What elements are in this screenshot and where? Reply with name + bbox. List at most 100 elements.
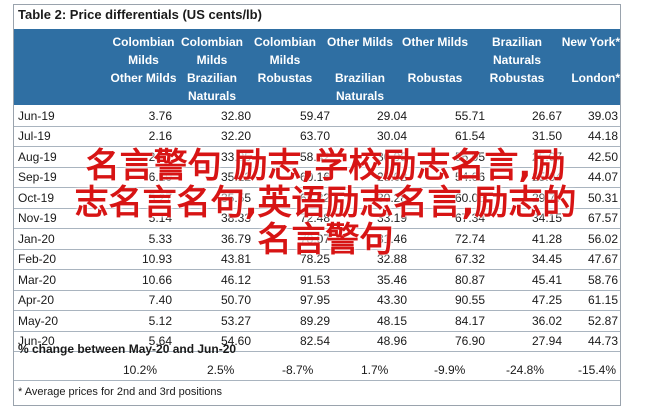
table-cell: 47.25 — [485, 290, 562, 311]
table-cell: 44.73 — [562, 331, 618, 352]
table-cell: 50.70 — [172, 290, 251, 311]
table-cell: 43.81 — [172, 249, 251, 270]
row-padding — [618, 228, 620, 250]
table-cell: 59.47 — [251, 106, 330, 127]
table-cell: 58.76 — [562, 269, 618, 291]
table-cell: 63.70 — [251, 126, 330, 147]
row-padding — [618, 310, 620, 332]
watermark-line: 名言警句 — [257, 220, 394, 260]
column-header-line: Other Milds — [401, 35, 468, 49]
column-header-line: Colombian — [254, 35, 316, 49]
percent-change-value: 1.7% — [361, 363, 389, 377]
table-cell: 10.93 — [88, 249, 172, 270]
column-header-line: Milds — [269, 53, 301, 67]
table-cell: 45.41 — [485, 269, 562, 291]
row-label: Nov-19 — [14, 208, 88, 229]
table-cell: 38.33 — [172, 208, 251, 229]
table-cell: 44.07 — [562, 167, 618, 188]
column-header: Other Milds Brazilian Naturals — [320, 33, 400, 105]
table-cell: 78.07 — [251, 228, 330, 250]
table-cell: 34.45 — [485, 249, 562, 270]
table-cell: 50.31 — [562, 187, 618, 209]
table-cell: 58.42 — [251, 146, 330, 168]
table-row: Aug-19 2.37 33.35 58.42 30.98 56.05 25.07 42.50 — [14, 146, 620, 168]
table-row: Feb-20 10.93 43.81 78.25 32.88 67.32 34.45 47.6… — [14, 249, 620, 270]
column-header: Colombian Milds Other Milds — [92, 33, 195, 87]
table-cell: 61.15 — [562, 290, 618, 311]
row-padding — [618, 208, 620, 229]
table-cell: 54.06 — [407, 167, 485, 188]
table-cell: 54.60 — [172, 331, 251, 352]
price-data-table: Jun-19 3.76 32.80 59.47 29.04 55.71 26.67 39.03… — [14, 106, 620, 352]
table-cell: 35.46 — [330, 269, 407, 291]
percent-change-value: -15.4% — [578, 363, 617, 377]
table-cell: 48.15 — [330, 310, 407, 332]
column-header-line: Milds — [196, 53, 228, 67]
table-row: Jul-19 2.16 32.20 63.70 30.04 61.54 31.50 44.18 — [14, 126, 620, 147]
price-table-panel: Table 2: Price differentials (US cents/l… — [13, 4, 621, 406]
row-padding — [618, 126, 620, 147]
table-cell: 33.19 — [330, 208, 407, 229]
table-cell: 41.28 — [485, 228, 562, 250]
table-cell: 56.02 — [562, 228, 618, 250]
table-cell: 2.16 — [88, 126, 172, 147]
table-cell: 5.27 — [88, 187, 172, 209]
table-cell: 36.02 — [485, 310, 562, 332]
column-header: New York* London* — [550, 33, 620, 87]
row-padding — [618, 146, 620, 168]
table-row: Oct-19 5.27 35.55 65.32 30.28 60.05 29.77 50.31 — [14, 187, 620, 209]
column-header-line: Brazilian — [334, 71, 385, 85]
row-padding — [618, 106, 620, 127]
table-cell: 10.66 — [88, 269, 172, 291]
table-cell: 35.12 — [172, 167, 251, 188]
table-row: Sep-19 6.10 35.12 60.16 29.02 54.06 25.04 44.07 — [14, 167, 620, 188]
table-cell: 32.20 — [172, 126, 251, 147]
table-cell: 34.15 — [485, 208, 562, 229]
table-cell: 52.87 — [562, 310, 618, 332]
watermark-line: 名言警句 励志,学校励志名言,励 — [85, 146, 566, 186]
row-padding — [618, 290, 620, 311]
row-padding — [618, 187, 620, 209]
row-label: Aug-19 — [14, 146, 88, 168]
table-cell: 5.33 — [88, 228, 172, 250]
column-header: Brazilian Naturals Robustas — [480, 33, 554, 87]
table-cell: 32.88 — [330, 249, 407, 270]
column-header-line: Robustas — [407, 71, 463, 85]
column-header-line: Naturals — [492, 53, 542, 67]
row-padding — [618, 167, 620, 188]
table-cell: 29.04 — [330, 106, 407, 127]
column-header-line: Other Milds — [110, 71, 177, 85]
table-cell: 97.95 — [251, 290, 330, 311]
table-cell: 33.35 — [172, 146, 251, 168]
column-header-line — [397, 51, 473, 69]
table-cell: 55.71 — [407, 106, 485, 127]
table-row: May-20 5.12 53.27 89.29 48.15 84.17 36.02 52.87 — [14, 310, 620, 332]
table-cell: 7.40 — [88, 290, 172, 311]
table-cell: 31.46 — [330, 228, 407, 250]
table-cell: 42.50 — [562, 146, 618, 168]
table-cell: 2.37 — [88, 146, 172, 168]
column-header-line: Brazilian — [491, 35, 542, 49]
column-header-line: Robustas — [257, 71, 313, 85]
table-cell: 27.94 — [485, 331, 562, 352]
table-cell: 80.87 — [407, 269, 485, 291]
table-cell: 61.54 — [407, 126, 485, 147]
table-cell: 89.29 — [251, 310, 330, 332]
row-padding — [618, 269, 620, 291]
table-cell: 72.48 — [251, 208, 330, 229]
row-label: Apr-20 — [14, 290, 88, 311]
row-label: Sep-19 — [14, 167, 88, 188]
table-cell: 44.18 — [562, 126, 618, 147]
percent-change-value: -8.7% — [282, 363, 314, 377]
table-cell: 60.16 — [251, 167, 330, 188]
table-row: Jun-19 3.76 32.80 59.47 29.04 55.71 26.67 39.03 — [14, 106, 620, 127]
table-cell: 31.50 — [485, 126, 562, 147]
row-label: May-20 — [14, 310, 88, 332]
percent-change-value: 10.2% — [123, 363, 158, 377]
column-header-line: New York* — [561, 35, 620, 49]
row-label: Feb-20 — [14, 249, 88, 270]
watermark-overlay: 名言警句 励志,学校励志名言,励 志名言名句,英语励志名言,励志的 名言警句 — [0, 148, 651, 259]
table-cell: 25.07 — [485, 146, 562, 168]
table-cell: 76.90 — [407, 331, 485, 352]
table-cell: 46.12 — [172, 269, 251, 291]
